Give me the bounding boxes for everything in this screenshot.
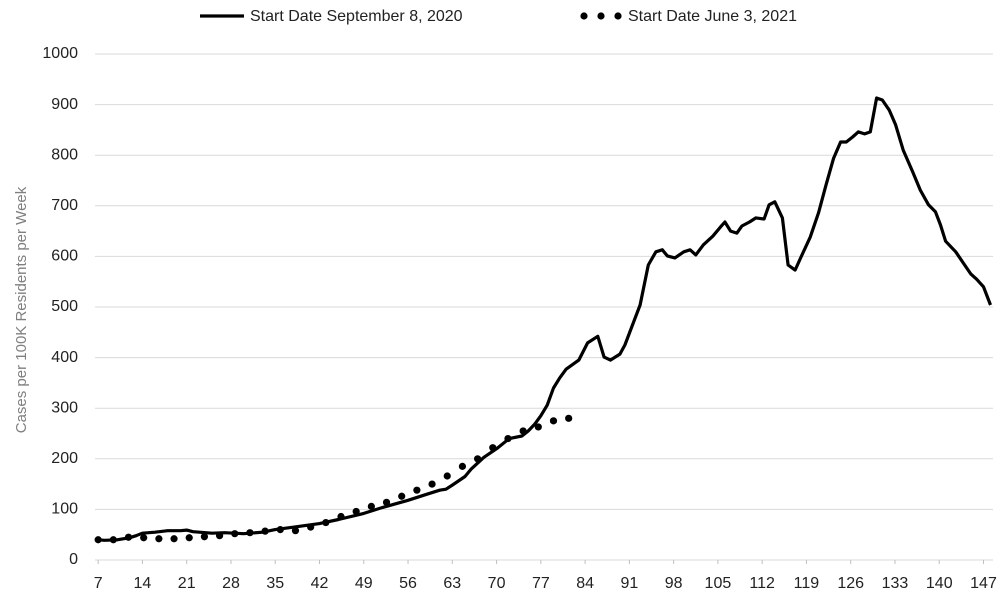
data-point [473, 455, 482, 463]
data-point [367, 502, 375, 510]
y-tick-label: 1000 [42, 45, 78, 62]
y-tick-label: 900 [51, 96, 78, 113]
data-point [291, 527, 300, 535]
x-tick-label: 56 [399, 575, 417, 592]
data-point [261, 527, 269, 535]
data-point [398, 492, 406, 500]
legend-label: Start Date September 8, 2020 [250, 8, 463, 25]
data-point [534, 423, 542, 431]
data-point [382, 498, 391, 506]
x-tick-label: 147 [970, 575, 997, 592]
data-point [565, 414, 573, 422]
data-point [352, 507, 360, 516]
data-point [519, 427, 527, 435]
data-point [276, 526, 284, 534]
x-tick-label: 14 [134, 575, 152, 592]
data-point [231, 530, 239, 538]
data-point [413, 486, 421, 494]
data-point [185, 534, 193, 542]
x-tick-label: 21 [178, 575, 196, 592]
data-point [94, 536, 102, 544]
y-tick-label: 700 [51, 197, 78, 214]
data-point [322, 518, 330, 527]
legend-label: Start Date June 3, 2021 [628, 8, 797, 25]
x-tick-label: 63 [443, 575, 461, 592]
x-tick-label: 133 [882, 575, 909, 592]
x-tick-label: 7 [94, 575, 103, 592]
x-tick-label: 98 [665, 575, 683, 592]
x-tick-label: 42 [311, 575, 329, 592]
data-point [246, 529, 254, 537]
data-point [458, 462, 467, 470]
data-point [337, 512, 345, 521]
y-axis-label: Cases per 100K Residents per Week [13, 186, 30, 433]
x-tick-label: 112 [749, 575, 775, 592]
x-tick-label: 84 [576, 575, 594, 592]
x-tick-label: 119 [794, 575, 820, 592]
y-tick-label: 600 [51, 248, 78, 265]
x-tick-label: 91 [620, 575, 638, 592]
data-point [124, 533, 133, 541]
y-tick-label: 800 [51, 146, 78, 163]
data-point [428, 480, 436, 488]
data-point [549, 417, 558, 425]
data-point [443, 472, 451, 480]
data-line [98, 96, 992, 542]
data-point [155, 535, 163, 543]
y-tick-label: 100 [51, 501, 78, 518]
x-tick-label: 77 [532, 575, 550, 592]
legend-marker [597, 12, 605, 20]
x-tick-label: 35 [266, 575, 284, 592]
data-point [307, 523, 315, 531]
x-tick-label: 126 [837, 575, 864, 592]
x-tick-label: 140 [926, 575, 953, 592]
data-point [489, 444, 497, 452]
data-point [109, 536, 117, 544]
x-tick-label: 105 [705, 575, 732, 592]
data-point [170, 535, 178, 543]
legend-marker [580, 12, 588, 20]
y-tick-label: 300 [51, 399, 78, 416]
x-tick-label: 70 [488, 575, 506, 592]
y-tick-label: 400 [51, 349, 78, 366]
y-tick-label: 200 [51, 450, 78, 467]
data-point [140, 534, 148, 542]
legend-marker [614, 12, 622, 20]
x-tick-label: 49 [355, 575, 373, 592]
x-tick-label: 28 [222, 575, 240, 592]
y-tick-label: 500 [51, 298, 78, 315]
data-point [504, 434, 512, 443]
y-tick-label: 0 [69, 551, 78, 568]
data-point [200, 533, 209, 541]
data-point [215, 532, 224, 540]
